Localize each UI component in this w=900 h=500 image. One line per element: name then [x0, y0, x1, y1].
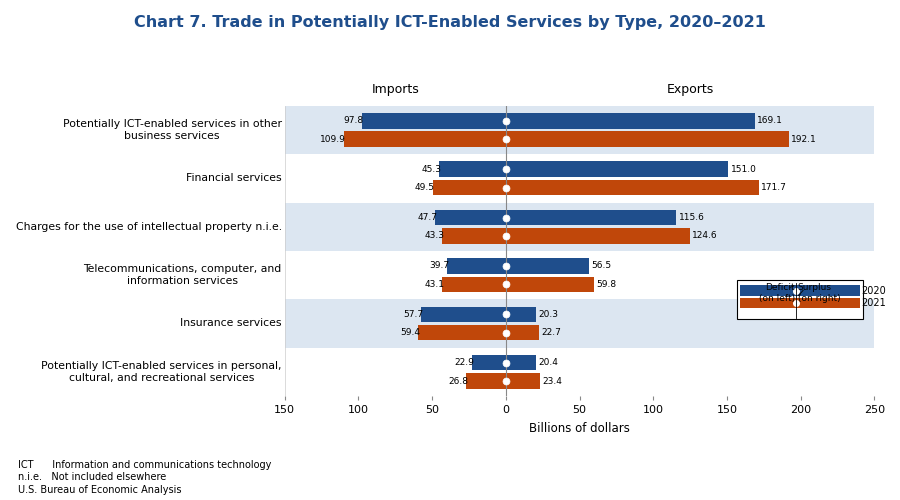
Text: 22.9: 22.9 [454, 358, 474, 367]
FancyBboxPatch shape [737, 280, 862, 318]
Bar [284, 300, 875, 348]
Text: Imports: Imports [372, 83, 419, 96]
Text: n.i.e.   Not included elsewhere: n.i.e. Not included elsewhere [18, 472, 166, 482]
Bar [439, 162, 506, 177]
Text: 43.3: 43.3 [424, 232, 445, 240]
Text: 39.7: 39.7 [429, 262, 449, 270]
Bar [284, 106, 875, 154]
Text: 192.1: 192.1 [791, 134, 817, 143]
Bar [442, 228, 506, 244]
Text: 59.4: 59.4 [400, 328, 420, 337]
Text: ICT      Information and communications technology: ICT Information and communications techn… [18, 460, 272, 470]
Bar [284, 154, 875, 202]
Text: Surplus
(on right): Surplus (on right) [797, 284, 841, 302]
Text: 20.3: 20.3 [538, 310, 558, 319]
Text: 56.5: 56.5 [591, 262, 611, 270]
Bar [741, 286, 796, 296]
Bar [418, 325, 506, 340]
Text: 57.7: 57.7 [403, 310, 423, 319]
Text: Exports: Exports [667, 83, 714, 96]
Text: 109.9: 109.9 [320, 134, 346, 143]
Bar [506, 162, 728, 177]
X-axis label: Billions of dollars: Billions of dollars [529, 422, 630, 435]
Bar [284, 348, 875, 396]
Bar [362, 113, 506, 128]
Text: 2020: 2020 [861, 286, 886, 296]
Text: Deficit
(on left): Deficit (on left) [759, 284, 795, 302]
Text: Potentially ICT-enabled services in personal,
cultural, and recreational service: Potentially ICT-enabled services in pers… [41, 361, 282, 382]
Text: Financial services: Financial services [186, 174, 282, 184]
Bar [506, 276, 594, 292]
Bar [741, 298, 796, 308]
Text: 49.5: 49.5 [415, 183, 435, 192]
Bar [284, 251, 875, 300]
Text: 97.8: 97.8 [344, 116, 364, 126]
Bar [442, 276, 506, 292]
Bar [284, 202, 875, 251]
Text: 47.7: 47.7 [418, 213, 437, 222]
Bar [420, 306, 506, 322]
Bar [506, 374, 540, 389]
Text: 151.0: 151.0 [731, 164, 757, 173]
Text: 22.7: 22.7 [542, 328, 562, 337]
Text: U.S. Bureau of Economic Analysis: U.S. Bureau of Economic Analysis [18, 485, 182, 495]
Text: Chart 7. Trade in Potentially ICT-Enabled Services by Type, 2020–2021: Chart 7. Trade in Potentially ICT-Enable… [134, 15, 766, 30]
Bar [433, 180, 506, 196]
Text: 43.1: 43.1 [425, 280, 445, 289]
Bar [506, 113, 755, 128]
Bar [796, 298, 860, 308]
Bar [506, 258, 590, 274]
Bar [506, 306, 536, 322]
Text: 115.6: 115.6 [679, 213, 705, 222]
Text: 171.7: 171.7 [761, 183, 788, 192]
Text: 2021: 2021 [861, 298, 886, 308]
Text: 124.6: 124.6 [692, 232, 717, 240]
Text: 45.3: 45.3 [421, 164, 441, 173]
Bar [796, 286, 860, 296]
Bar [344, 132, 506, 147]
Bar [506, 325, 539, 340]
Bar [506, 132, 789, 147]
Bar [506, 180, 759, 196]
Text: 20.4: 20.4 [538, 358, 558, 367]
Bar [472, 355, 506, 370]
Text: Charges for the use of intellectual property n.i.e.: Charges for the use of intellectual prop… [15, 222, 282, 232]
Bar [466, 374, 506, 389]
Text: 169.1: 169.1 [758, 116, 783, 126]
Text: 59.8: 59.8 [596, 280, 617, 289]
Text: 23.4: 23.4 [543, 376, 562, 386]
Bar [436, 210, 506, 226]
Text: Potentially ICT-enabled services in other
business services: Potentially ICT-enabled services in othe… [63, 119, 282, 141]
Bar [506, 210, 676, 226]
Text: Telecommunications, computer, and
information services: Telecommunications, computer, and inform… [84, 264, 282, 286]
Bar [447, 258, 506, 274]
Bar [506, 228, 689, 244]
Bar [506, 355, 536, 370]
Text: Insurance services: Insurance services [180, 318, 282, 328]
Text: 26.8: 26.8 [448, 376, 469, 386]
